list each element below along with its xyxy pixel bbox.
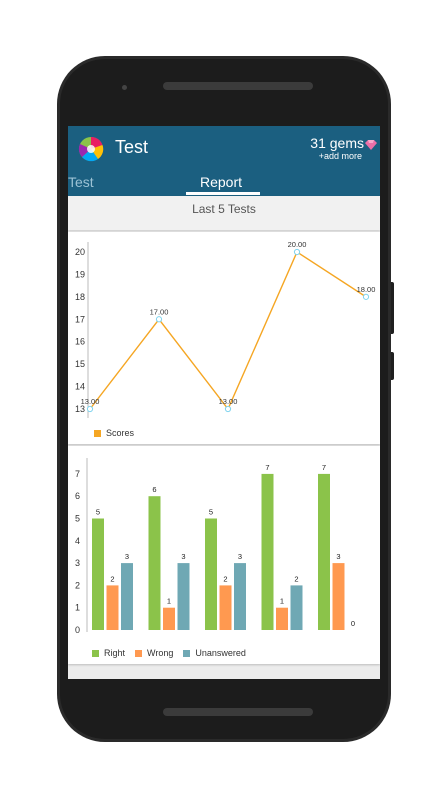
score-data-label: 13.00 bbox=[81, 397, 100, 406]
bar-data-label: 5 bbox=[209, 508, 213, 517]
colorful-ball-logo-icon[interactable] bbox=[78, 136, 104, 162]
bar-data-label: 2 bbox=[294, 574, 298, 583]
bar-data-label: 3 bbox=[181, 552, 185, 561]
score-point bbox=[362, 293, 370, 300]
gems-count[interactable]: 31 gems bbox=[310, 135, 364, 151]
bar-data-label: 1 bbox=[280, 597, 284, 606]
y-tick-label: 1 bbox=[75, 603, 80, 613]
y-tick-label: 18 bbox=[75, 292, 85, 302]
bar-unanswered bbox=[121, 563, 133, 630]
bar-data-label: 2 bbox=[110, 574, 114, 583]
y-tick-label: 6 bbox=[75, 491, 80, 501]
y-tick-label: 0 bbox=[75, 625, 80, 635]
scores-line bbox=[89, 250, 367, 411]
score-point bbox=[293, 248, 301, 256]
bar-data-label: 1 bbox=[167, 597, 171, 606]
line-chart-legend: Scores bbox=[94, 428, 134, 438]
y-tick-label: 13 bbox=[75, 404, 85, 414]
tab-test[interactable]: Test bbox=[68, 174, 94, 190]
active-tab-indicator bbox=[186, 192, 260, 195]
front-camera bbox=[122, 85, 127, 90]
legend-label-wrong: Wrong bbox=[147, 648, 174, 658]
bar-data-label: 5 bbox=[96, 508, 100, 517]
tab-report[interactable]: Report bbox=[200, 174, 243, 190]
scores-line-chart: 13 14 15 16 17 18 19 20 13.00 17.00 13.00 20.00 18.0… bbox=[75, 240, 376, 418]
scores-line-chart-card: 13 14 15 16 17 18 19 20 13.00 17.00 13.00 20.00 18.0… bbox=[68, 232, 380, 444]
score-data-label: 13.00 bbox=[219, 397, 238, 406]
section-header: Last 5 Tests bbox=[68, 196, 380, 230]
legend-label-scores: Scores bbox=[106, 428, 135, 438]
bar-unanswered bbox=[177, 563, 190, 630]
answers-bar-chart: 0 1 2 3 4 5 6 7 5 2 3 6 1 3 5 2 3 7 1 2 7 3 0 bbox=[75, 458, 355, 635]
answers-bar-chart-card: 0 1 2 3 4 5 6 7 5 2 3 6 1 3 5 2 3 7 1 2 7 3 0 Right Wrong Unan… bbox=[68, 446, 380, 664]
y-tick-label: 15 bbox=[75, 359, 85, 369]
bar-wrong bbox=[163, 607, 175, 630]
y-tick-label: 7 bbox=[75, 469, 80, 479]
section-title: Last 5 Tests bbox=[192, 202, 256, 216]
report-content: Last 5 Tests 13 14 15 16 17 18 19 20 13.00 17.00 1… bbox=[68, 196, 380, 679]
bar-data-label: 3 bbox=[238, 552, 242, 561]
legend-label-right: Right bbox=[104, 648, 126, 658]
bar-right bbox=[318, 473, 330, 630]
bar-data-label: 7 bbox=[322, 463, 326, 472]
bar-unanswered bbox=[290, 585, 303, 630]
legend-swatch-wrong bbox=[135, 649, 143, 657]
power-button bbox=[391, 352, 394, 380]
bar-data-label: 3 bbox=[336, 552, 340, 561]
score-data-label: 20.00 bbox=[288, 240, 307, 249]
app-screen: Test 31 gems +add more Test Report Last … bbox=[68, 126, 380, 679]
bar-data-label: 6 bbox=[152, 485, 156, 494]
score-data-label: 18.00 bbox=[357, 285, 376, 294]
bar-wrong bbox=[106, 585, 119, 630]
y-tick-label: 16 bbox=[75, 337, 85, 347]
bar-wrong bbox=[219, 585, 232, 630]
bottom-speaker bbox=[163, 708, 313, 716]
bar-right bbox=[92, 518, 104, 630]
bar-wrong bbox=[332, 563, 345, 630]
y-tick-label: 3 bbox=[75, 558, 80, 568]
bar-data-label: 2 bbox=[223, 574, 227, 583]
bar-wrong bbox=[276, 607, 288, 630]
y-tick-label: 17 bbox=[75, 314, 85, 324]
bar-right bbox=[148, 496, 161, 630]
app-title: Test bbox=[115, 137, 149, 157]
y-tick-label: 5 bbox=[75, 514, 80, 524]
bar-chart-legend: Right Wrong Unanswered bbox=[92, 648, 246, 658]
score-point bbox=[224, 405, 232, 413]
score-point bbox=[86, 405, 94, 413]
volume-button bbox=[391, 282, 394, 334]
legend-swatch-unanswered bbox=[183, 649, 191, 657]
score-point bbox=[155, 316, 163, 323]
top-speaker bbox=[163, 82, 313, 90]
pink-diamond-icon[interactable] bbox=[365, 139, 377, 151]
bar-data-label: 3 bbox=[125, 552, 129, 561]
bar-data-label: 0 bbox=[351, 619, 355, 628]
bar-data-label: 7 bbox=[265, 463, 269, 472]
legend-swatch-scores bbox=[94, 429, 101, 437]
legend-label-unanswered: Unanswered bbox=[195, 648, 246, 658]
app-bar: Test 31 gems +add more Test Report bbox=[68, 126, 380, 196]
y-tick-label: 2 bbox=[75, 580, 80, 590]
y-tick-label: 20 bbox=[75, 247, 85, 257]
add-more-link[interactable]: +add more bbox=[318, 151, 362, 161]
y-tick-label: 19 bbox=[75, 269, 85, 279]
score-data-label: 17.00 bbox=[150, 307, 169, 316]
legend-swatch-right bbox=[92, 649, 99, 657]
bar-right bbox=[261, 473, 274, 630]
y-tick-label: 14 bbox=[75, 382, 85, 392]
bar-right bbox=[205, 518, 217, 630]
bar-unanswered bbox=[234, 563, 246, 630]
y-tick-label: 4 bbox=[75, 536, 80, 546]
